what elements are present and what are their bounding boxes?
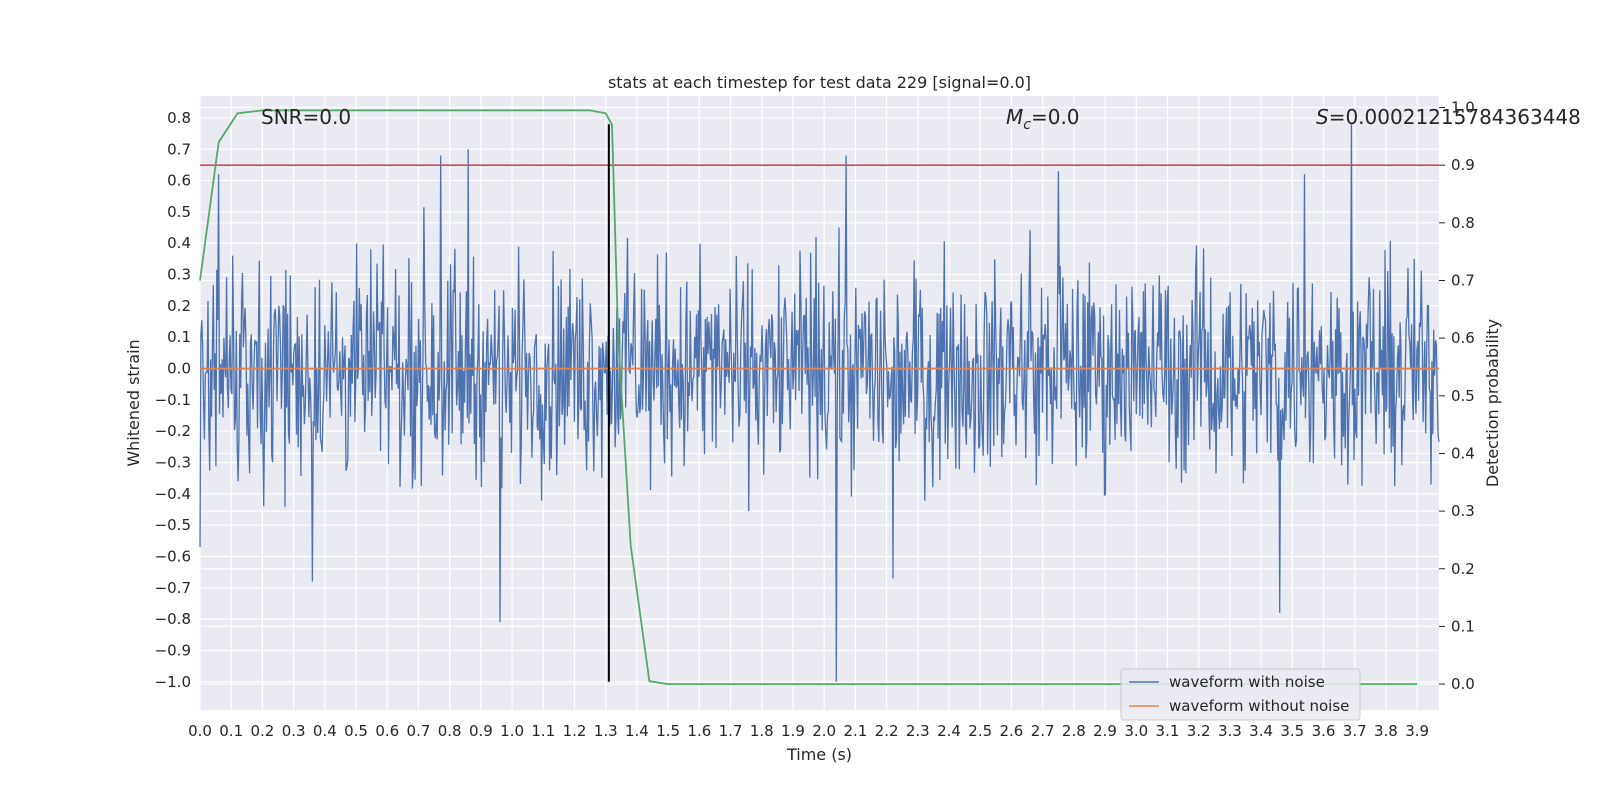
y-left-tick-label: −0.1: [155, 391, 191, 409]
legend-box: [1120, 668, 1361, 721]
x-tick-label: 1.2: [563, 722, 587, 740]
x-tick-label: 3.1: [1156, 722, 1180, 740]
y-left-tick-label: 0.4: [167, 234, 191, 252]
y-left-tick-label: 0.2: [167, 297, 191, 315]
y-left-tick-label: −0.3: [155, 454, 191, 472]
y-left-tick-label: −0.2: [155, 422, 191, 440]
x-tick-label: 3.9: [1405, 722, 1429, 740]
y-left-tick-label: 0.6: [167, 172, 191, 190]
x-tick-label: 0.8: [438, 722, 462, 740]
y-left-tick-label: −0.8: [155, 610, 191, 628]
x-tick-label: 0.3: [282, 722, 306, 740]
y-left-tick-label: 0.0: [167, 360, 191, 378]
data-layer: [199, 109, 1440, 685]
y-left-tick-label: −0.4: [155, 485, 191, 503]
y-right-tick-label: 0.5: [1451, 387, 1475, 405]
x-tick-label: 0.9: [469, 722, 493, 740]
x-tick-label: 3.7: [1343, 722, 1367, 740]
x-tick-label: 1.1: [531, 722, 555, 740]
y-right-tick-label: 0.9: [1451, 156, 1475, 174]
x-axis-label: Time (s): [786, 745, 852, 764]
ticks-layer: 0.0 0.1 0.2 0.3 0.4 0.5 0.6 0.7 0.8 0.9 1.0 1.1 1.2 1…: [155, 99, 1475, 740]
x-tick-label: 3.5: [1280, 722, 1304, 740]
y-right-tick-label: 0.0: [1451, 675, 1475, 693]
legend-label-clean: waveform without noise: [1169, 697, 1349, 715]
x-tick-label: 0.2: [250, 722, 274, 740]
x-tick-label: 3.2: [1187, 722, 1211, 740]
series-waveform-with-noise: [199, 124, 1440, 682]
x-tick-label: 3.4: [1249, 722, 1273, 740]
y-right-tick-label: 0.2: [1451, 560, 1475, 578]
chart-title: stats at each timestep for test data 229…: [608, 73, 1031, 92]
y-left-tick-label: −0.9: [155, 641, 191, 659]
x-tick-label: 1.5: [656, 722, 680, 740]
y-right-tick-label: 0.4: [1451, 444, 1475, 462]
legend: waveform with noise waveform without noi…: [1120, 668, 1361, 721]
x-tick-label: 0.5: [344, 722, 368, 740]
x-tick-label: 1.9: [781, 722, 805, 740]
chirp-mass-annotation: Mc=0.0: [1006, 105, 1080, 133]
x-tick-label: 2.8: [1062, 722, 1086, 740]
x-tick-label: 1.4: [625, 722, 649, 740]
y-right-tick-label: 0.7: [1451, 271, 1475, 289]
y-left-tick-label: −0.7: [155, 579, 191, 597]
x-tick-label: 1.3: [594, 722, 618, 740]
x-tick-label: 0.7: [407, 722, 431, 740]
x-tick-label: 1.7: [719, 722, 743, 740]
x-tick-label: 2.3: [906, 722, 930, 740]
x-tick-label: 0.6: [375, 722, 399, 740]
y-left-tick-label: 0.8: [167, 109, 191, 127]
snr-annotation: SNR=0.0: [261, 105, 351, 129]
x-tick-label: 1.0: [500, 722, 524, 740]
x-tick-label: 3.0: [1124, 722, 1148, 740]
y-left-tick-label: 0.3: [167, 266, 191, 284]
x-tick-label: 2.0: [812, 722, 836, 740]
x-tick-label: 2.6: [1000, 722, 1024, 740]
y-right-tick-label: 0.3: [1451, 502, 1475, 520]
x-tick-label: 3.6: [1312, 722, 1336, 740]
x-tick-label: 2.4: [937, 722, 961, 740]
y-right-tick-label: 0.1: [1451, 617, 1475, 635]
y-axis-left-label: Whitened strain: [124, 339, 143, 466]
x-tick-label: 2.2: [875, 722, 899, 740]
y-left-tick-label: 0.7: [167, 140, 191, 158]
x-tick-label: 3.3: [1218, 722, 1242, 740]
x-tick-label: 2.7: [1031, 722, 1055, 740]
x-tick-label: 3.8: [1374, 722, 1398, 740]
x-tick-label: 1.6: [687, 722, 711, 740]
grid-layer: [199, 96, 1439, 710]
y-right-tick-label: 0.6: [1451, 329, 1475, 347]
y-left-tick-label: −0.6: [155, 548, 191, 566]
x-tick-label: 1.8: [750, 722, 774, 740]
y-left-tick-label: 0.5: [167, 203, 191, 221]
x-tick-label: 0.1: [219, 722, 243, 740]
y-axis-right-label: Detection probability: [1483, 319, 1502, 487]
x-tick-label: 2.1: [843, 722, 867, 740]
s-statistic-annotation: S=0.00021215784363448: [1316, 105, 1581, 129]
x-tick-label: 0.0: [188, 722, 212, 740]
x-tick-label: 2.9: [1093, 722, 1117, 740]
y-left-tick-label: 0.1: [167, 328, 191, 346]
y-left-tick-label: −0.5: [155, 516, 191, 534]
y-left-tick-label: −1.0: [155, 673, 191, 691]
x-tick-label: 2.5: [968, 722, 992, 740]
y-right-tick-label: 1.0: [1451, 99, 1475, 117]
series-detection-probability: [199, 109, 1418, 685]
x-tick-label: 0.4: [313, 722, 337, 740]
legend-label-noisy: waveform with noise: [1169, 673, 1325, 691]
y-right-tick-label: 0.8: [1451, 214, 1475, 232]
